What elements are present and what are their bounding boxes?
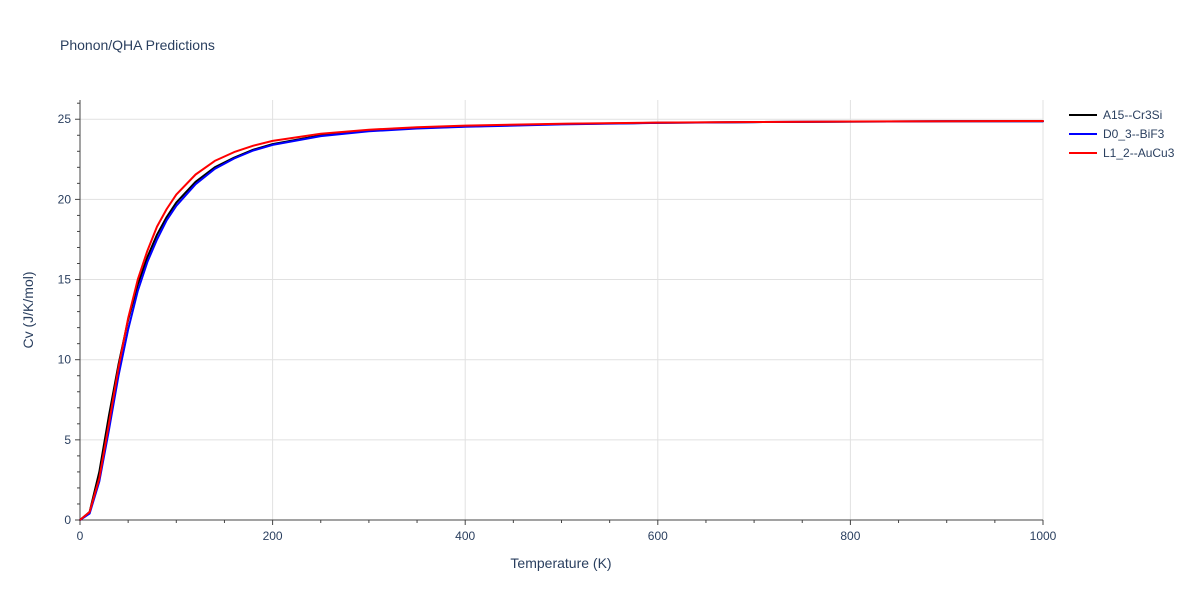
x-tick-label: 400	[455, 529, 475, 543]
y-tick-label: 20	[58, 192, 72, 206]
y-axis-title: Cv (J/K/mol)	[20, 272, 36, 349]
y-tick-label: 10	[58, 353, 72, 367]
y-tick-label: 15	[58, 273, 72, 287]
x-axis-title: Temperature (K)	[510, 555, 611, 571]
y-axis-ticks: 0 5 10 15 20 25	[58, 102, 80, 527]
legend: A15--Cr3Si D0_3--BiF3 L1_2--AuCu3	[1069, 108, 1175, 160]
y-tick-label: 5	[64, 433, 71, 447]
x-tick-label: 600	[648, 529, 668, 543]
chart-title: Phonon/QHA Predictions	[60, 37, 215, 53]
series-line-2	[79, 120, 1044, 521]
x-tick-label: 1000	[1030, 529, 1057, 543]
series-line-1	[79, 120, 1044, 521]
grid	[80, 100, 1044, 520]
legend-label: L1_2--AuCu3	[1103, 146, 1175, 160]
x-tick-label: 0	[77, 529, 84, 543]
series-line-0	[79, 120, 1044, 521]
legend-label: D0_3--BiF3	[1103, 127, 1165, 141]
y-tick-label: 0	[64, 513, 71, 527]
x-axis-ticks: 0 200 400 600 800 1000	[77, 520, 1057, 543]
y-tick-label: 25	[58, 112, 72, 126]
legend-label: A15--Cr3Si	[1103, 108, 1162, 122]
x-tick-label: 200	[263, 529, 283, 543]
x-tick-label: 800	[840, 529, 860, 543]
plot-area	[79, 120, 1044, 521]
